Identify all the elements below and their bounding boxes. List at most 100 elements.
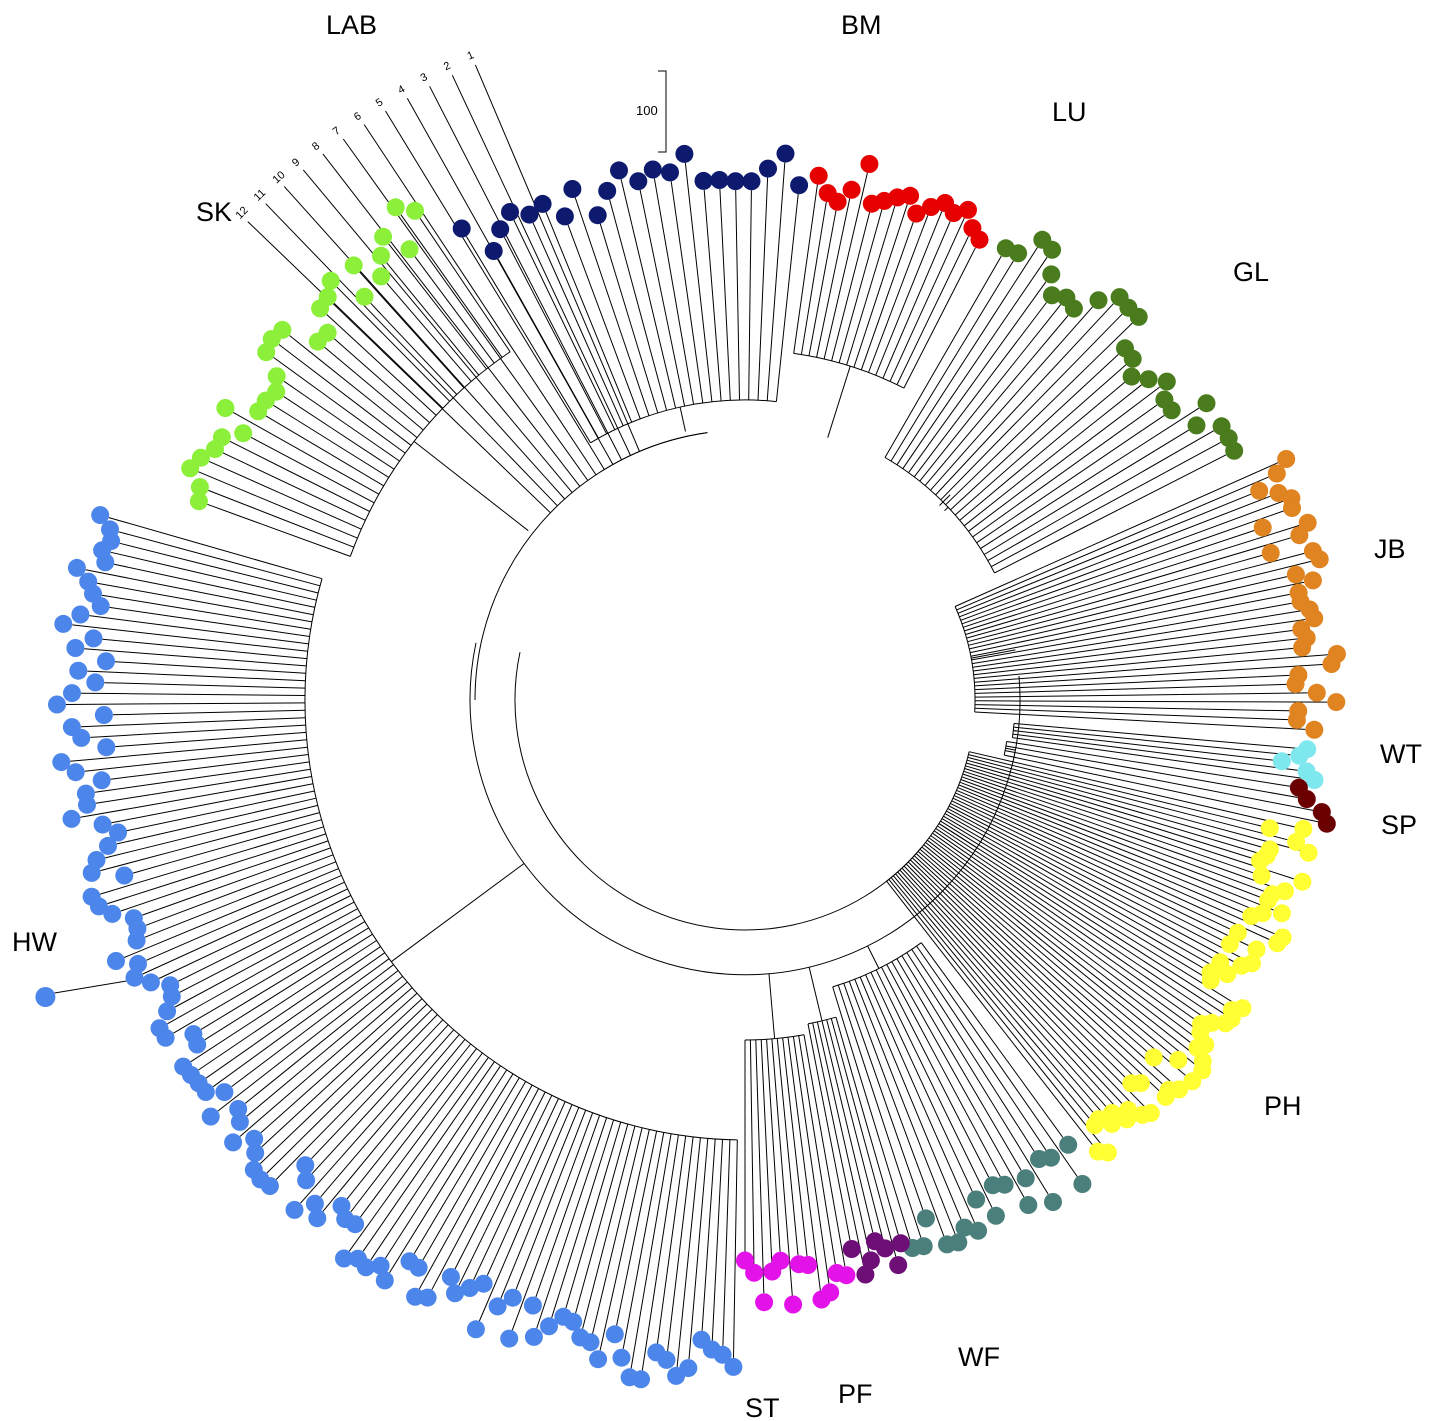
internal-branch-gl — [924, 357, 1034, 486]
tip-gl — [1064, 299, 1083, 318]
internal-branch-ph — [956, 789, 1072, 840]
tip-branch-gl — [1093, 384, 1142, 424]
internal-branch-hw — [206, 761, 310, 777]
internal-branch-st — [792, 1036, 822, 1229]
internal-branch-hw — [388, 1052, 483, 1180]
internal-branch-sk — [261, 523, 351, 557]
internal-branch-gl — [913, 393, 978, 478]
tip-branch-hw — [711, 1271, 717, 1341]
tip-branch-bm — [465, 235, 552, 378]
internal-branch-hw — [425, 1065, 501, 1178]
internal-branch-bm — [757, 209, 767, 401]
tip-branch-wf — [1048, 1117, 1064, 1138]
tip-branch-hw — [454, 1162, 510, 1270]
tip-branch-gl — [1092, 407, 1200, 477]
tip-bm — [759, 159, 777, 178]
clade-label-ph: PH — [1264, 1091, 1302, 1121]
tip-lu — [970, 230, 989, 249]
tip-hw — [474, 1274, 493, 1293]
tip-branch-hw — [144, 900, 236, 938]
internal-branch-ph — [959, 781, 1233, 887]
tip-branch-lu — [816, 201, 827, 258]
tip-jb — [1307, 683, 1326, 702]
tip-branch-bm — [719, 188, 723, 223]
tip-lu — [842, 180, 861, 199]
internal-branch-hw — [184, 608, 311, 630]
lab-internal-branch — [627, 423, 640, 452]
tip-gl — [1139, 370, 1158, 389]
tip-branch-sk — [414, 256, 433, 280]
tip-branch-wt — [1200, 739, 1299, 749]
internal-branch-wf — [854, 979, 920, 1143]
tip-branch-hw — [178, 936, 268, 982]
internal-branch-hw — [235, 861, 336, 902]
tip-branch-hw — [124, 901, 259, 958]
tip-branch-ph — [1176, 870, 1274, 911]
tip-gl — [1089, 291, 1108, 310]
tip-branch-hw — [551, 1231, 580, 1318]
tip-branch-lu — [873, 205, 896, 276]
tip-branch-sk — [289, 335, 318, 359]
internal-branch-hw — [569, 1115, 601, 1201]
tip-branch-gl — [1089, 322, 1133, 366]
tip-branch-hw — [80, 723, 158, 728]
internal-branch-lu — [823, 240, 853, 360]
tip-bm — [555, 207, 574, 226]
tip-hw — [86, 673, 105, 692]
tip-hw — [174, 1057, 193, 1076]
clade-root-arc-gl — [884, 457, 995, 574]
tip-gl — [1197, 394, 1216, 413]
lab-internal-branch — [604, 400, 631, 456]
tip-wf — [916, 1209, 935, 1228]
tip-branch-hw — [110, 551, 173, 568]
internal-branch-bm — [690, 215, 713, 402]
internal-branch-bm — [554, 271, 624, 427]
tip-branch-gl — [965, 255, 1002, 318]
tip-branch-hw — [599, 1210, 632, 1351]
tip-branch-hw — [118, 531, 240, 565]
tip-hw — [441, 1268, 460, 1286]
internal-branch-jb — [974, 704, 1178, 710]
internal-branch-gl — [930, 381, 1027, 491]
internal-branch-pf — [826, 1019, 875, 1206]
internal-branch-sk — [271, 514, 354, 548]
tip-bm — [726, 172, 745, 191]
tip-branch-jb — [1267, 654, 1328, 660]
lab-strain-number: 6 — [352, 110, 364, 123]
lab-tip-branch — [283, 186, 546, 478]
internal-branch-hw — [129, 651, 307, 667]
internal-branch-ph — [935, 827, 1174, 989]
tip-branch-bm — [620, 179, 633, 225]
tip-branch-sk — [333, 302, 390, 357]
internal-branch-jb — [974, 671, 1205, 687]
internal-branch-hw — [149, 709, 306, 715]
tip-branch-hw — [260, 1079, 321, 1134]
internal-branch-hw — [578, 1119, 615, 1232]
internal-branch-hw — [169, 833, 327, 885]
tip-branch-wt — [1158, 752, 1298, 771]
tip-branch-bm — [778, 162, 786, 237]
tip-pf — [891, 1234, 910, 1253]
internal-branch-bm — [570, 274, 633, 423]
tip-branch-wf — [961, 1024, 1047, 1151]
tip-ph — [1260, 819, 1279, 838]
tip-hw — [620, 1368, 639, 1387]
internal-branch-gl — [983, 502, 1070, 555]
clade-root-arc-bm — [590, 399, 777, 444]
internal-branch-ph — [909, 859, 1019, 966]
internal-branch-hw — [566, 1112, 594, 1184]
internal-branch-jb — [969, 619, 1128, 654]
internal-branch-sk — [430, 315, 480, 376]
tip-hw — [554, 1307, 573, 1326]
lab-tip-branch — [265, 203, 517, 463]
tip-ph — [1169, 1051, 1188, 1069]
lab-arc — [601, 432, 708, 472]
tip-branch-gl — [999, 247, 1038, 307]
tip-bm — [533, 194, 552, 213]
internal-branch-st — [760, 1039, 767, 1132]
tip-branch-hw — [575, 1252, 593, 1314]
internal-branch-bm — [710, 279, 722, 402]
tip-hw — [605, 1325, 624, 1344]
tip-hw — [375, 1271, 394, 1290]
lab-tip-branch — [363, 124, 547, 401]
